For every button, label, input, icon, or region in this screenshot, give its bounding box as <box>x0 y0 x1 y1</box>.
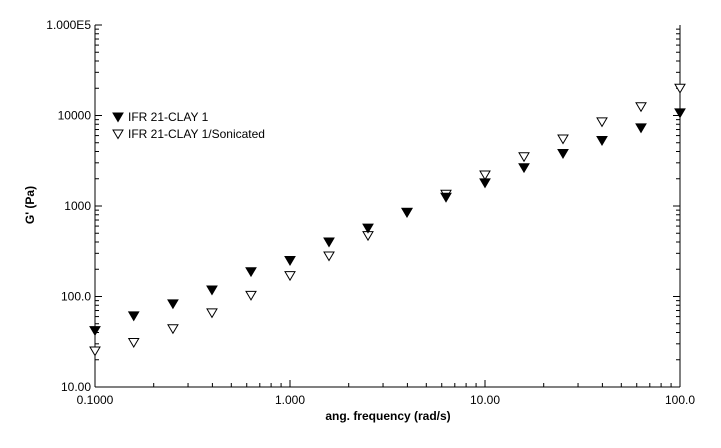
data-point-clay1 <box>167 299 179 310</box>
x-tick-label: 10.00 <box>470 393 500 407</box>
data-point-clay1-sonicated <box>635 102 647 113</box>
data-point-clay1 <box>127 311 140 322</box>
data-point-clay1-sonicated <box>89 346 101 357</box>
data-point-clay1 <box>674 108 686 119</box>
data-point-clay1 <box>245 267 257 278</box>
data-point-clay1 <box>323 237 335 248</box>
data-point-clay1 <box>518 163 530 174</box>
data-marks <box>89 83 686 357</box>
y-tick-label: 1.000E5 <box>46 18 91 32</box>
x-axis-title: ang. frequency (rad/s) <box>325 409 450 423</box>
data-point-clay1-sonicated <box>596 117 608 128</box>
data-point-clay1 <box>362 223 374 234</box>
tick-labels: 10.00 100.0 1000 10000 1.000E5 0.1000 1.000 10.… <box>46 18 695 407</box>
x-tick-label: 1.000 <box>275 393 305 407</box>
data-point-clay1-sonicated <box>284 271 296 282</box>
data-point-clay1-sonicated <box>674 83 686 94</box>
data-point-clay1-sonicated <box>557 134 569 145</box>
data-point-clay1-sonicated <box>206 308 218 319</box>
y-tick-label: 10.00 <box>61 380 91 394</box>
data-point-clay1 <box>479 178 491 189</box>
y-axis-title: G' (Pa) <box>23 186 37 224</box>
y-tick-label: 1000 <box>64 199 91 213</box>
data-point-clay1 <box>440 192 452 203</box>
x-tick-label: 0.1000 <box>77 393 114 407</box>
data-point-clay1 <box>284 255 296 266</box>
legend-marker <box>112 129 124 140</box>
legend-label: IFR 21-CLAY 1 <box>128 110 209 124</box>
legend: IFR 21-CLAY 1 IFR 21-CLAY 1/Sonicated <box>112 110 265 141</box>
data-point-clay1-sonicated <box>518 152 530 163</box>
legend-label: IFR 21-CLAY 1/Sonicated <box>128 127 265 141</box>
data-point-clay1-sonicated <box>167 324 179 335</box>
data-point-clay1 <box>206 285 218 296</box>
data-point-clay1 <box>635 123 647 134</box>
y-tick-label: 100.0 <box>61 290 91 304</box>
data-point-clay1-sonicated <box>245 290 257 301</box>
x-tick-label: 100.0 <box>665 393 695 407</box>
legend-marker <box>112 112 124 123</box>
y-tick-label: 10000 <box>58 109 92 123</box>
ticks <box>94 24 681 388</box>
axes <box>94 25 681 388</box>
data-point-clay1 <box>596 135 608 146</box>
data-point-clay1 <box>401 207 413 218</box>
data-point-clay1-sonicated <box>323 251 335 262</box>
data-point-clay1 <box>557 149 569 160</box>
data-point-clay1-sonicated <box>479 170 491 181</box>
data-point-clay1-sonicated <box>127 338 140 349</box>
data-point-clay1 <box>89 326 101 337</box>
